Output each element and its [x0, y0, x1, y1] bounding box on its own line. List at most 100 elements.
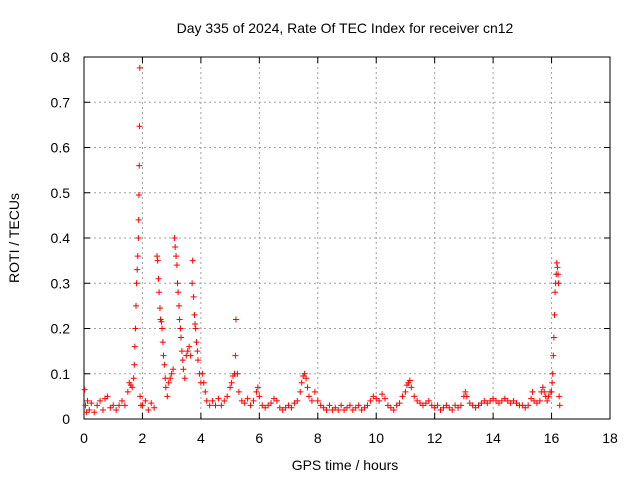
data-point	[396, 400, 403, 407]
x-tick-label: 4	[197, 430, 205, 446]
data-point	[131, 361, 138, 368]
data-point	[97, 397, 104, 404]
data-point	[399, 393, 406, 400]
data-point	[156, 305, 163, 312]
data-point	[180, 366, 187, 373]
data-point	[553, 259, 560, 266]
data-point	[178, 348, 185, 355]
data-point	[136, 64, 143, 71]
x-tick-label: 6	[255, 430, 263, 446]
data-point	[173, 253, 180, 260]
data-point	[335, 406, 342, 413]
data-point	[253, 388, 260, 395]
data-point	[311, 388, 318, 395]
data-point	[425, 397, 432, 404]
data-point	[294, 397, 301, 404]
data-point	[548, 388, 555, 395]
data-point	[91, 409, 98, 416]
data-points	[81, 64, 563, 416]
data-point	[154, 253, 161, 260]
data-point	[174, 280, 181, 287]
data-point	[110, 402, 117, 409]
data-point	[193, 339, 200, 346]
data-point	[556, 393, 563, 400]
data-point	[390, 406, 397, 413]
data-point	[154, 257, 161, 264]
x-tick-label: 8	[314, 430, 322, 446]
data-point	[232, 352, 239, 359]
data-point	[250, 397, 257, 404]
data-point	[99, 406, 106, 413]
data-point	[556, 402, 563, 409]
x-tick-label: 18	[602, 430, 618, 446]
data-point	[338, 402, 345, 409]
data-point	[84, 397, 91, 404]
chart-title: Day 335 of 2024, Rate Of TEC Index for r…	[177, 20, 514, 36]
data-point	[175, 302, 182, 309]
data-point	[549, 370, 556, 377]
axis-tick-labels: 0 2 4 6 8 10 12 14 16 18 0 0.1 0.2 0.3 0.4 0.5 0.6 0.7 0.8	[51, 49, 618, 446]
data-point	[241, 400, 248, 407]
data-point	[381, 395, 388, 402]
data-point	[158, 318, 165, 325]
data-point	[367, 397, 374, 404]
y-tick-label: 0.4	[51, 230, 71, 246]
data-point	[136, 162, 143, 169]
data-point	[173, 262, 180, 269]
data-point	[104, 393, 111, 400]
data-point	[136, 123, 143, 130]
data-point	[554, 264, 561, 271]
data-point	[221, 397, 228, 404]
y-axis-label: ROTI / TECUs	[6, 193, 22, 283]
x-tick-label: 14	[485, 430, 501, 446]
data-point	[457, 402, 464, 409]
data-point	[116, 402, 123, 409]
data-point	[247, 402, 254, 409]
data-point	[160, 352, 167, 359]
data-point	[411, 393, 418, 400]
data-point	[194, 357, 201, 364]
data-point	[194, 348, 201, 355]
data-point	[346, 402, 353, 409]
data-point	[244, 395, 251, 402]
data-point	[192, 325, 199, 332]
data-point	[555, 280, 562, 287]
data-point	[228, 379, 235, 386]
data-point	[554, 271, 561, 278]
data-point	[187, 352, 194, 359]
data-point	[135, 192, 142, 199]
data-point	[402, 388, 409, 395]
data-point	[86, 406, 93, 413]
data-point	[113, 406, 120, 413]
data-point	[314, 397, 321, 404]
data-point	[202, 388, 209, 395]
y-tick-label: 0.3	[51, 275, 71, 291]
data-point	[552, 289, 559, 296]
data-point	[203, 397, 210, 404]
data-point	[177, 325, 184, 332]
x-axis-label: GPS time / hours	[292, 457, 399, 473]
data-point	[124, 388, 131, 395]
data-point	[172, 244, 179, 251]
data-point	[288, 404, 295, 411]
data-point	[364, 402, 371, 409]
data-point	[82, 402, 89, 409]
data-point	[235, 388, 242, 395]
data-point	[301, 370, 308, 377]
grid-lines	[84, 57, 610, 419]
data-point	[304, 384, 311, 391]
data-point	[297, 388, 304, 395]
data-point	[449, 406, 456, 413]
data-point	[529, 388, 536, 395]
data-point	[145, 406, 152, 413]
data-point	[181, 375, 188, 382]
data-point	[462, 388, 469, 395]
data-point	[155, 275, 162, 282]
data-point	[94, 402, 101, 409]
data-point	[215, 395, 222, 402]
data-point	[408, 384, 415, 391]
data-point	[133, 280, 140, 287]
data-point	[186, 343, 193, 350]
data-point	[379, 391, 386, 398]
data-point	[168, 370, 175, 377]
